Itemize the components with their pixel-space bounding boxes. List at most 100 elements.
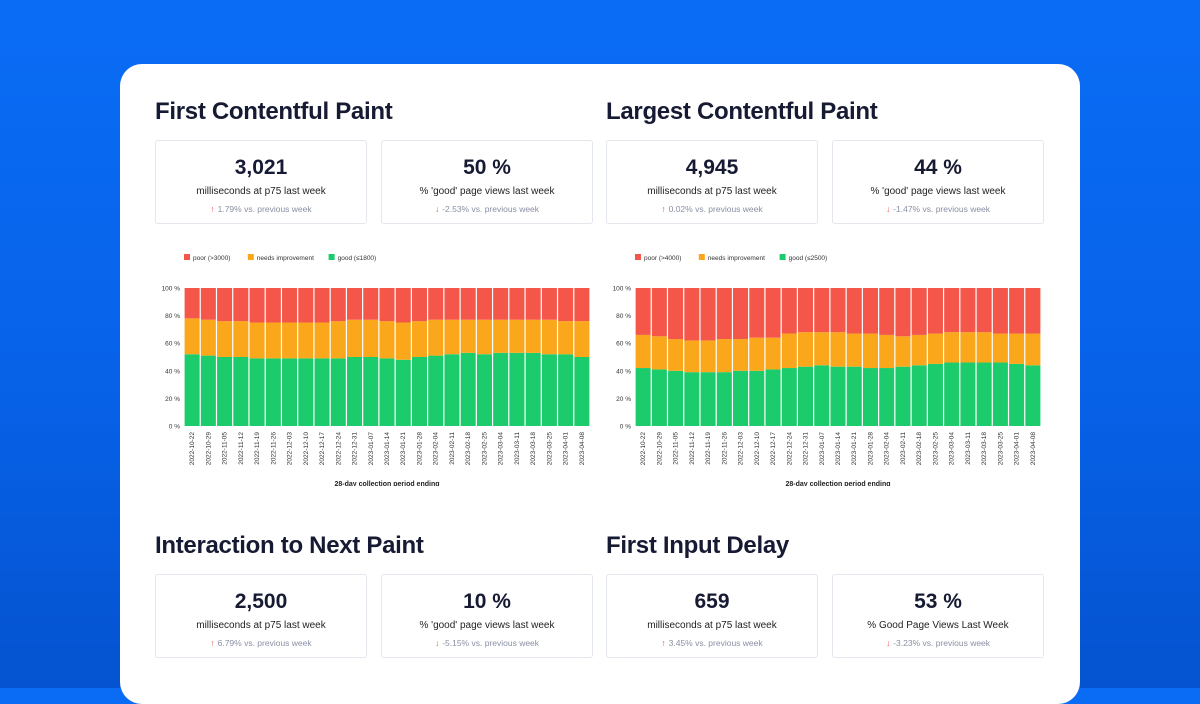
bar-poor-2022-12-03	[282, 288, 298, 323]
bar-poor-2023-02-25	[927, 288, 943, 334]
y-tick-label: 40 %	[616, 368, 631, 375]
kpi-value: 3,021	[234, 156, 288, 179]
bar-needs-improvement-2022-12-17	[765, 337, 781, 370]
bar-needs-improvement-2023-01-07	[363, 319, 379, 357]
x-tick-label: 2022-12-31	[352, 432, 359, 466]
fcp-p75-card: 3,021 milliseconds at p75 last week ↑ 1.7…	[155, 140, 367, 224]
bar-poor-2022-12-10	[749, 288, 765, 338]
bar-good-2023-03-18	[525, 352, 541, 426]
bar-needs-improvement-2022-10-22	[184, 318, 200, 355]
lcp-section: Largest Contentful Paint 4,945 milliseco…	[606, 96, 1044, 488]
bar-needs-improvement-2023-01-28	[411, 321, 427, 357]
bar-needs-improvement-2023-04-01	[558, 321, 574, 355]
bar-poor-2023-03-04	[944, 288, 960, 333]
bar-needs-improvement-2022-11-26	[716, 339, 732, 373]
bar-needs-improvement-2023-03-11	[509, 319, 525, 353]
x-tick-label: 2022-12-03	[287, 432, 294, 466]
bar-poor-2022-12-31	[347, 288, 363, 320]
bar-good-2023-01-07	[363, 357, 379, 426]
x-tick-label: 2023-04-08	[1030, 432, 1037, 466]
bar-poor-2023-03-11	[509, 288, 525, 320]
bar-poor-2023-01-14	[830, 288, 846, 333]
bar-needs-improvement-2022-11-05	[668, 339, 684, 371]
y-tick-label: 40 %	[165, 368, 180, 375]
legend-label: good (≤2500)	[789, 255, 828, 262]
x-tick-label: 2022-12-10	[754, 432, 761, 466]
x-tick-label: 2023-03-25	[997, 432, 1004, 466]
bar-good-2023-01-14	[379, 358, 395, 426]
y-tick-label: 60 %	[616, 341, 631, 348]
legend-swatch	[635, 254, 641, 260]
bar-needs-improvement-2023-02-25	[476, 319, 492, 355]
bar-good-2022-12-31	[798, 366, 814, 426]
arrow-up-icon: ↑	[210, 638, 215, 648]
bar-good-2023-02-25	[476, 354, 492, 426]
bar-good-2023-03-18	[976, 362, 992, 426]
lcp-good-card: 44 % % 'good' page views last week ↓ -1.4…	[832, 140, 1044, 224]
kpi-label: % 'good' page views last week	[419, 186, 555, 197]
bar-needs-improvement-2022-12-31	[798, 332, 814, 367]
bar-poor-2023-02-25	[476, 288, 492, 320]
x-tick-label: 2023-01-07	[368, 432, 375, 466]
fid-good-card: 53 % % Good Page Views Last Week ↓ -3.23%…	[832, 574, 1044, 658]
y-tick-label: 80 %	[616, 313, 631, 320]
y-tick-label: 20 %	[616, 396, 631, 403]
bar-needs-improvement-2022-12-24	[330, 321, 346, 359]
bar-good-2023-01-21	[395, 359, 411, 426]
bar-poor-2023-04-08	[574, 288, 590, 322]
section-title: Interaction to Next Paint	[155, 532, 424, 559]
arrow-down-icon: ↓	[434, 204, 440, 214]
bar-poor-2022-11-19	[249, 288, 265, 323]
x-tick-label: 2022-11-12	[238, 432, 245, 465]
bar-good-2022-11-05	[217, 357, 233, 426]
bar-poor-2023-02-18	[460, 288, 476, 320]
bar-poor-2022-12-17	[314, 288, 330, 323]
lcp-stacked-bar-chart: poor (>4000) needs improvement good (≤2500…	[613, 254, 1041, 488]
bar-needs-improvement-2023-03-25	[541, 319, 557, 355]
bar-poor-2022-11-12	[233, 288, 249, 322]
bar-needs-improvement-2023-01-21	[395, 322, 411, 360]
bar-good-2023-02-11	[895, 366, 911, 426]
bar-needs-improvement-2023-01-14	[379, 321, 395, 359]
kpi-delta: ↓ -3.23% vs. previous week	[885, 638, 991, 648]
fid-section: First Input Delay 659 milliseconds at p7…	[606, 530, 1044, 658]
legend-label: needs improvement	[708, 255, 765, 262]
x-tick-label: 2022-11-05	[222, 432, 229, 465]
kpi-value: 4,945	[685, 156, 739, 179]
bar-good-2023-01-14	[830, 366, 846, 426]
kpi-delta: ↓ -5.15% vs. previous week	[434, 638, 540, 648]
bar-good-2023-03-11	[960, 362, 976, 426]
bar-good-2023-02-04	[879, 368, 895, 426]
arrow-down-icon: ↓	[434, 638, 440, 648]
bar-good-2023-02-11	[444, 354, 460, 426]
x-tick-label: 2023-01-21	[400, 432, 407, 466]
bar-good-2022-12-10	[298, 358, 314, 426]
x-tick-label: 2023-02-04	[884, 432, 891, 466]
bar-poor-2022-12-03	[733, 288, 749, 340]
y-tick-label: 0 %	[169, 424, 180, 431]
x-tick-label: 2023-02-18	[465, 432, 472, 466]
legend-item-needs: needs improvement	[698, 254, 765, 262]
bar-poor-2023-02-11	[444, 288, 460, 320]
legend-swatch	[328, 254, 335, 260]
bar-good-2022-11-19	[700, 372, 716, 426]
dashboard-panel: First Contentful Paint 3,021 millisecond…	[120, 64, 1080, 704]
arrow-up-icon: ↑	[210, 204, 215, 214]
bar-good-2022-11-19	[249, 358, 265, 426]
bar-good-2023-02-18	[460, 352, 476, 426]
bar-good-2022-12-03	[733, 370, 749, 426]
bar-poor-2023-01-21	[395, 288, 411, 323]
legend-item-poor: poor (>4000)	[635, 254, 681, 262]
bar-poor-2023-03-18	[976, 288, 992, 333]
bar-needs-improvement-2022-11-12	[233, 321, 249, 357]
bar-needs-improvement-2023-01-07	[814, 332, 830, 366]
x-tick-label: 2023-02-04	[433, 432, 440, 466]
bar-needs-improvement-2022-12-10	[749, 337, 765, 371]
inp-section: Interaction to Next Paint 2,500 millisec…	[155, 530, 593, 658]
kpi-label: milliseconds at p75 last week	[647, 186, 777, 197]
bar-needs-improvement-2022-10-22	[635, 334, 651, 369]
bar-poor-2023-04-01	[1009, 288, 1025, 334]
fcp-section: First Contentful Paint 3,021 millisecond…	[155, 96, 593, 488]
bar-poor-2023-01-14	[379, 288, 395, 322]
x-tick-label: 2022-10-29	[656, 432, 663, 466]
